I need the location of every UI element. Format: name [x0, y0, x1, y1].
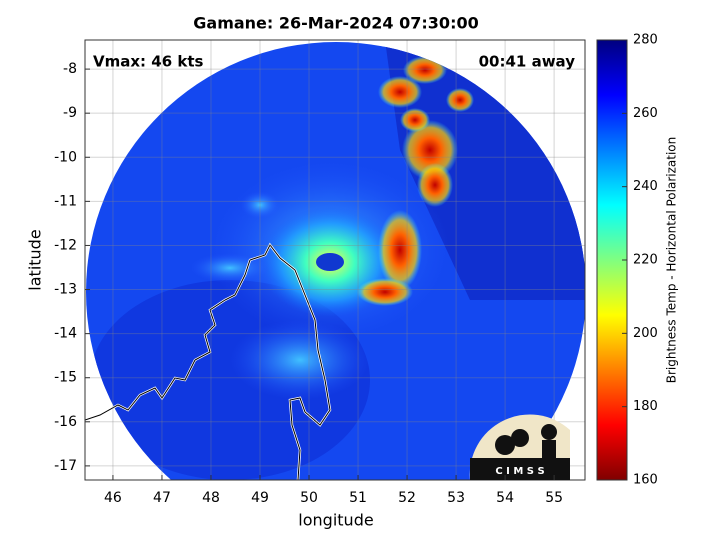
colorbar-tick-label: 220: [633, 253, 658, 268]
x-tick-label: 50: [300, 490, 318, 506]
y-tick-label: -11: [54, 193, 77, 209]
logo: C I M S S: [469, 414, 570, 480]
colorbar-tick-label: 200: [633, 326, 658, 341]
y-tick-label: -9: [63, 105, 77, 121]
colorbar-tick-label: 260: [633, 106, 658, 121]
colorbar-tick-label: 180: [633, 399, 658, 414]
x-tick-label: 51: [349, 490, 367, 506]
y-tick-label: -10: [54, 149, 77, 165]
island: [120, 127, 143, 135]
y-tick-label: -14: [54, 326, 77, 342]
annotation: 00:41 away: [479, 53, 576, 71]
x-tick-label: 55: [545, 490, 563, 506]
x-tick-label: 49: [251, 490, 269, 506]
x-tick-label: 48: [202, 490, 220, 506]
chart-title: Gamane: 26-Mar-2024 07:30:00: [193, 14, 478, 33]
swath: [86, 42, 585, 480]
y-axis-label: latitude: [26, 229, 45, 290]
grid: [85, 40, 585, 480]
x-tick-label: 54: [496, 490, 514, 506]
colorbar-tick-label: 240: [633, 179, 658, 194]
coastline-inner: [85, 244, 331, 480]
x-tick-label: 47: [153, 490, 171, 506]
colorbar-tick-label: 160: [633, 473, 658, 488]
y-tick-label: -12: [54, 237, 77, 253]
annotation: Vmax: 46 kts: [93, 53, 203, 71]
x-tick-label: 53: [447, 490, 465, 506]
colorbar-tick-label: 280: [633, 33, 658, 48]
map-layer: [85, 40, 585, 480]
y-tick-label: -16: [54, 414, 77, 430]
x-tick-label: 52: [398, 490, 416, 506]
plot-frame: [84, 39, 586, 481]
y-tick-label: -17: [54, 458, 77, 474]
x-axis-label: longitude: [298, 511, 373, 530]
y-tick-label: -15: [54, 370, 77, 386]
colorbar-label: Brightness Temp - Horizontal Polarizatio…: [665, 137, 679, 384]
logo-text: C I M S S: [495, 466, 544, 477]
y-tick-label: -13: [54, 282, 77, 298]
x-tick-label: 46: [104, 490, 122, 506]
y-tick-label: -8: [63, 61, 77, 77]
